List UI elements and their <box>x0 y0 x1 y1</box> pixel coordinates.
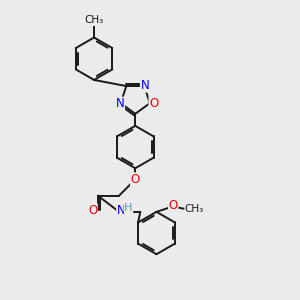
Text: H: H <box>124 203 133 213</box>
Text: N: N <box>140 79 149 92</box>
Text: CH₃: CH₃ <box>84 15 104 26</box>
Text: O: O <box>131 173 140 186</box>
Text: CH₃: CH₃ <box>185 205 204 214</box>
Text: N: N <box>117 204 125 217</box>
Text: O: O <box>88 204 97 217</box>
Text: O: O <box>169 200 178 212</box>
Text: O: O <box>149 97 158 110</box>
Text: N: N <box>116 97 124 110</box>
